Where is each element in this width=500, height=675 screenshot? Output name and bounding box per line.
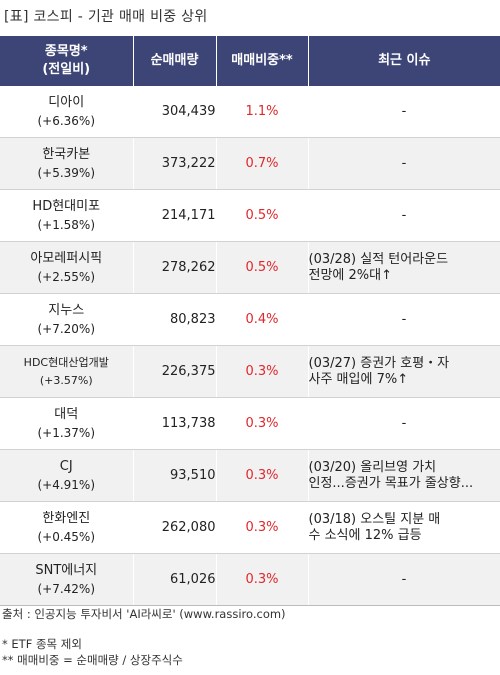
issue-line1: - bbox=[401, 155, 407, 171]
price-change: (+1.58%) bbox=[37, 217, 96, 232]
trading-ratio: 0.4% bbox=[216, 293, 309, 346]
stock-name: 한국카본 bbox=[42, 146, 91, 162]
issue-line1: - bbox=[401, 415, 407, 431]
stock-name-cell: 한화엔진 (+0.45%) bbox=[0, 501, 134, 554]
stock-name: 대덕 bbox=[54, 406, 79, 422]
issue-line1: (03/18) 오스틸 지분 매 bbox=[308, 511, 441, 527]
issue-line1: - bbox=[401, 207, 407, 223]
header-name-line2: (전일비) bbox=[42, 62, 91, 77]
price-change: (+2.55%) bbox=[37, 269, 96, 284]
header-issue: 최근 이슈 bbox=[308, 36, 500, 86]
net-volume: 226,375 bbox=[133, 345, 217, 398]
recent-issue[interactable]: (03/27) 증권가 호평・자 사주 매입에 7%↑ bbox=[308, 345, 500, 398]
issue-line1: - bbox=[401, 571, 407, 587]
price-change: (+3.57%) bbox=[39, 373, 93, 387]
net-volume: 373,222 bbox=[133, 137, 217, 190]
stock-name: 아모레퍼시픽 bbox=[30, 250, 103, 266]
header-ratio: 매매비중** bbox=[216, 36, 309, 86]
net-volume: 80,823 bbox=[133, 293, 217, 346]
stock-name: 지누스 bbox=[48, 302, 85, 318]
header-volume: 순매매량 bbox=[133, 36, 217, 86]
stock-name: 디아이 bbox=[48, 94, 85, 110]
trading-ratio: 0.5% bbox=[216, 189, 309, 242]
net-volume: 61,026 bbox=[133, 553, 217, 606]
stock-name: 한화엔진 bbox=[42, 510, 91, 526]
stock-name-cell: 디아이 (+6.36%) bbox=[0, 86, 134, 138]
recent-issue: - bbox=[308, 137, 500, 190]
recent-issue: - bbox=[308, 86, 500, 138]
table-row: 아모레퍼시픽 (+2.55%) 278,262 0.5% (03/28) 실적 턴어라운… bbox=[0, 241, 500, 294]
recent-issue: - bbox=[308, 293, 500, 346]
table-row: 대덕 (+1.37%) 113,738 0.3% - bbox=[0, 397, 500, 450]
stock-name-cell: 대덕 (+1.37%) bbox=[0, 397, 134, 450]
footnote-ratio: ** 매매비중 = 순매매량 / 상장주식수 bbox=[2, 653, 183, 667]
stock-name: HD현대미포 bbox=[32, 198, 101, 214]
stock-name-cell: HDC현대산업개발 (+3.57%) bbox=[0, 345, 134, 398]
stock-name-cell: HD현대미포 (+1.58%) bbox=[0, 189, 134, 242]
price-change: (+5.39%) bbox=[37, 165, 96, 180]
price-change: (+0.45%) bbox=[37, 529, 96, 544]
net-volume: 113,738 bbox=[133, 397, 217, 450]
issue-line1: (03/28) 실적 턴어라운드 bbox=[308, 251, 449, 267]
table-row: 지누스 (+7.20%) 80,823 0.4% - bbox=[0, 293, 500, 346]
table-row: 디아이 (+6.36%) 304,439 1.1% - bbox=[0, 86, 500, 138]
header-name: 종목명* (전일비) bbox=[0, 36, 134, 86]
table-row: CJ (+4.91%) 93,510 0.3% (03/20) 올리브영 가치 인정...… bbox=[0, 449, 500, 502]
recent-issue: - bbox=[308, 553, 500, 606]
issue-line1: - bbox=[401, 311, 407, 327]
net-volume: 304,439 bbox=[133, 86, 217, 138]
stock-name-cell: 지누스 (+7.20%) bbox=[0, 293, 134, 346]
price-change: (+7.20%) bbox=[37, 321, 96, 336]
trading-ratio: 0.3% bbox=[216, 397, 309, 450]
stock-name-cell: SNT에너지 (+7.42%) bbox=[0, 553, 134, 606]
table-row: HDC현대산업개발 (+3.57%) 226,375 0.3% (03/27) 증권가 … bbox=[0, 345, 500, 398]
issue-line2: 수 소식에 12% 급등 bbox=[308, 527, 422, 543]
stock-name: SNT에너지 bbox=[35, 562, 98, 578]
table-row: SNT에너지 (+7.42%) 61,026 0.3% - bbox=[0, 553, 500, 606]
table-row: 한국카본 (+5.39%) 373,222 0.7% - bbox=[0, 137, 500, 190]
recent-issue: - bbox=[308, 397, 500, 450]
issue-line1: - bbox=[401, 103, 407, 119]
issue-line2: 인정...증권가 목표가 줄상향... bbox=[308, 475, 474, 491]
issue-line2: 전망에 2%대↑ bbox=[308, 267, 393, 283]
trading-ratio: 0.3% bbox=[216, 501, 309, 554]
table-header-row: 종목명* (전일비) 순매매량 매매비중** 최근 이슈 bbox=[0, 36, 500, 86]
price-change: (+7.42%) bbox=[37, 581, 96, 596]
net-volume: 214,171 bbox=[133, 189, 217, 242]
recent-issue[interactable]: (03/28) 실적 턴어라운드 전망에 2%대↑ bbox=[308, 241, 500, 294]
stock-name: HDC현대산업개발 bbox=[23, 355, 109, 369]
price-change: (+4.91%) bbox=[37, 477, 96, 492]
net-volume: 278,262 bbox=[133, 241, 217, 294]
net-volume: 262,080 bbox=[133, 501, 217, 554]
institution-trading-table: 종목명* (전일비) 순매매량 매매비중** 최근 이슈 디아이 (+6.36%)… bbox=[0, 36, 500, 606]
trading-ratio: 0.7% bbox=[216, 137, 309, 190]
recent-issue: - bbox=[308, 189, 500, 242]
stock-name-cell: 한국카본 (+5.39%) bbox=[0, 137, 134, 190]
price-change: (+6.36%) bbox=[37, 113, 96, 128]
net-volume: 93,510 bbox=[133, 449, 217, 502]
table-row: HD현대미포 (+1.58%) 214,171 0.5% - bbox=[0, 189, 500, 242]
trading-ratio: 1.1% bbox=[216, 86, 309, 138]
stock-name-cell: 아모레퍼시픽 (+2.55%) bbox=[0, 241, 134, 294]
issue-line1: (03/20) 올리브영 가치 bbox=[308, 459, 437, 475]
stock-name-cell: CJ (+4.91%) bbox=[0, 449, 134, 502]
trading-ratio: 0.3% bbox=[216, 345, 309, 398]
price-change: (+1.37%) bbox=[37, 425, 96, 440]
stock-name: CJ bbox=[59, 458, 73, 474]
header-name-line1: 종목명* bbox=[44, 44, 88, 59]
issue-line1: (03/27) 증권가 호평・자 bbox=[308, 355, 450, 371]
trading-ratio: 0.5% bbox=[216, 241, 309, 294]
table-title: [표] 코스피 - 기관 매매 비중 상위 bbox=[4, 9, 208, 25]
trading-ratio: 0.3% bbox=[216, 449, 309, 502]
trading-ratio: 0.3% bbox=[216, 553, 309, 606]
footnote-etf: * ETF 종목 제외 bbox=[2, 637, 82, 651]
issue-line2: 사주 매입에 7%↑ bbox=[308, 371, 409, 387]
recent-issue[interactable]: (03/20) 올리브영 가치 인정...증권가 목표가 줄상향... bbox=[308, 449, 500, 502]
source-note: 출처 : 인공지능 투자비서 'AI라씨로' (www.rassiro.com) bbox=[2, 607, 286, 621]
